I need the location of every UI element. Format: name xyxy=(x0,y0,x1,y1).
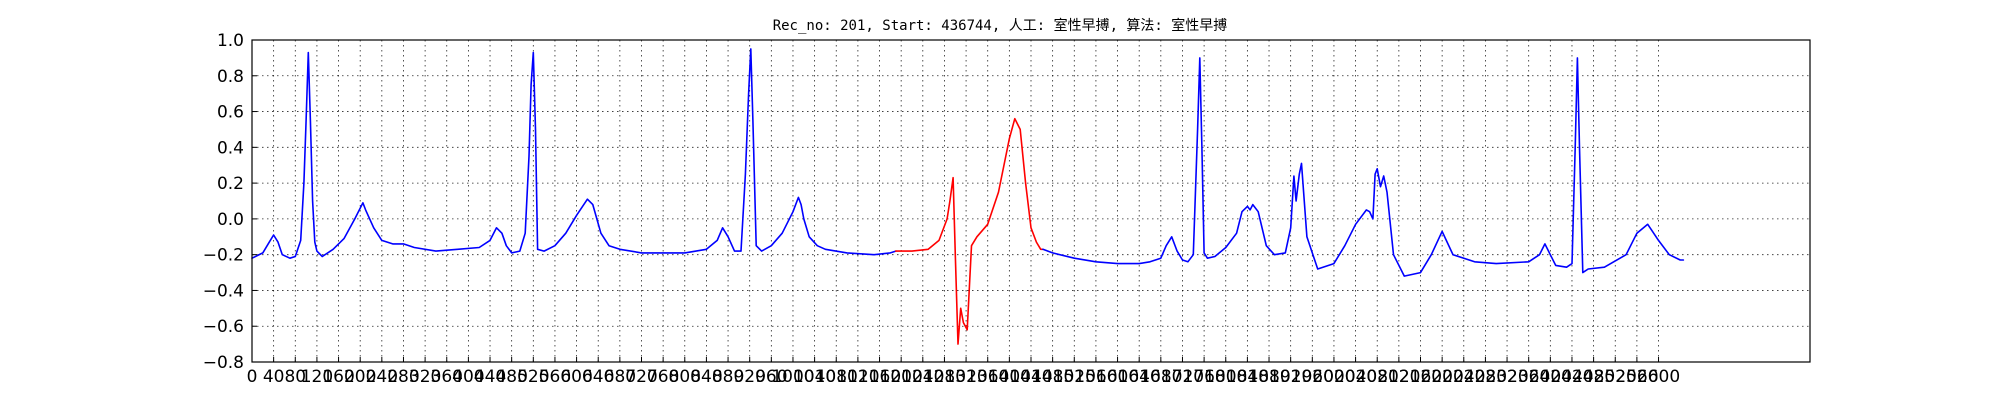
x-tick-label: 2160 xyxy=(1399,367,1442,387)
series-line-2 xyxy=(1042,57,1685,277)
x-tick-label: 2480 xyxy=(1572,367,1615,387)
x-tick-label: 280 xyxy=(387,367,419,387)
x-tick-label: 1640 xyxy=(1118,367,1161,387)
x-tick-label: 1120 xyxy=(836,367,879,387)
x-tick-label: 2360 xyxy=(1507,367,1550,387)
x-tick-label: 1560 xyxy=(1074,367,1117,387)
x-tick-label: 1280 xyxy=(923,367,966,387)
y-tick-label: 1.0 xyxy=(217,31,244,51)
x-tick-label: 1520 xyxy=(1053,367,1096,387)
x-tick-label: 2440 xyxy=(1550,367,1593,387)
x-tick-label: 1080 xyxy=(815,367,858,387)
y-axis: −0.8 −0.6 −0.4 −0.2 0.0 0.2 0.4 0.6 0.8 1.0 xyxy=(203,31,257,373)
x-tick-label: 440 xyxy=(474,367,506,387)
y-tick-label: 0.4 xyxy=(217,138,244,158)
x-tick-label: 2120 xyxy=(1377,367,1420,387)
x-tick-label: 1760 xyxy=(1182,367,1225,387)
x-tick-label: 40 xyxy=(263,367,285,387)
x-tick-label: 480 xyxy=(495,367,527,387)
x-tick-label: 680 xyxy=(604,367,636,387)
x-tick-label: 360 xyxy=(431,367,463,387)
x-tick-label: 800 xyxy=(669,367,701,387)
x-tick-label: 720 xyxy=(625,367,657,387)
x-tick-label: 1840 xyxy=(1226,367,1269,387)
x-tick-label: 1000 xyxy=(771,367,814,387)
x-tick-label: 600 xyxy=(560,367,592,387)
series-line-0 xyxy=(251,48,897,260)
x-tick-label: 160 xyxy=(322,367,354,387)
x-tick-label: 1400 xyxy=(988,367,1031,387)
x-tick-label: 760 xyxy=(647,367,679,387)
x-tick-label: 2080 xyxy=(1356,367,1399,387)
x-tick-label: 240 xyxy=(366,367,398,387)
x-tick-label: 2400 xyxy=(1529,367,1572,387)
x-tick-label: 1720 xyxy=(1161,367,1204,387)
x-tick-label: 400 xyxy=(452,367,484,387)
x-tick-label: 2280 xyxy=(1464,367,1507,387)
x-tick-label: 2200 xyxy=(1421,367,1464,387)
y-tick-label: 0.0 xyxy=(217,210,244,230)
x-axis: 0 40 8012016020024028032036040044048052056… xyxy=(247,357,1680,387)
x-tick-label: 80 xyxy=(284,367,306,387)
x-tick-label: 1240 xyxy=(901,367,944,387)
x-tick-label: 2000 xyxy=(1312,367,1355,387)
x-tick-label: 1480 xyxy=(1031,367,1074,387)
x-tick-label: 0 xyxy=(247,367,258,387)
x-tick-label: 2040 xyxy=(1334,367,1377,387)
x-tick-label: 320 xyxy=(409,367,441,387)
x-tick-label: 840 xyxy=(690,367,722,387)
x-tick-label: 1880 xyxy=(1247,367,1290,387)
x-tick-label: 1920 xyxy=(1269,367,1312,387)
x-tick-label: 2320 xyxy=(1485,367,1528,387)
x-tick-label: 1800 xyxy=(1204,367,1247,387)
y-tick-label: 0.8 xyxy=(217,67,244,87)
x-tick-label: 1040 xyxy=(793,367,836,387)
x-tick-label: 880 xyxy=(712,367,744,387)
x-tick-label: 1160 xyxy=(858,367,901,387)
y-tick-label: −0.4 xyxy=(203,281,244,301)
x-tick-label: 1600 xyxy=(1096,367,1139,387)
x-tick-label: 2560 xyxy=(1615,367,1658,387)
chart-title: Rec_no: 201, Start: 436744, 人工: 室性早搏, 算法… xyxy=(773,17,1228,34)
x-tick-label: 520 xyxy=(517,367,549,387)
x-tick-label: 2520 xyxy=(1594,367,1637,387)
x-tick-label: 960 xyxy=(755,367,787,387)
x-tick-label: 560 xyxy=(539,367,571,387)
x-tick-label: 1360 xyxy=(966,367,1009,387)
y-tick-label: −0.6 xyxy=(203,317,244,337)
x-tick-label: 640 xyxy=(582,367,614,387)
x-tick-label: 200 xyxy=(344,367,376,387)
series-line-1 xyxy=(894,117,1044,345)
y-tick-label: 0.6 xyxy=(217,103,244,123)
x-tick-label: 1960 xyxy=(1291,367,1334,387)
x-tick-label: 2240 xyxy=(1442,367,1485,387)
y-tick-label: −0.8 xyxy=(203,353,244,373)
x-tick-label: 920 xyxy=(733,367,765,387)
x-tick-label: 1200 xyxy=(880,367,923,387)
x-tick-label: 1320 xyxy=(944,367,987,387)
y-tick-label: −0.2 xyxy=(203,246,244,266)
series-group xyxy=(251,48,1685,345)
x-tick-label: 2600 xyxy=(1637,367,1680,387)
grid-lines xyxy=(251,39,1810,363)
y-tick-label: 0.2 xyxy=(217,174,244,194)
x-tick-label: 1440 xyxy=(1009,367,1052,387)
x-tick-label: 120 xyxy=(301,367,333,387)
x-tick-label: 1680 xyxy=(1139,367,1182,387)
